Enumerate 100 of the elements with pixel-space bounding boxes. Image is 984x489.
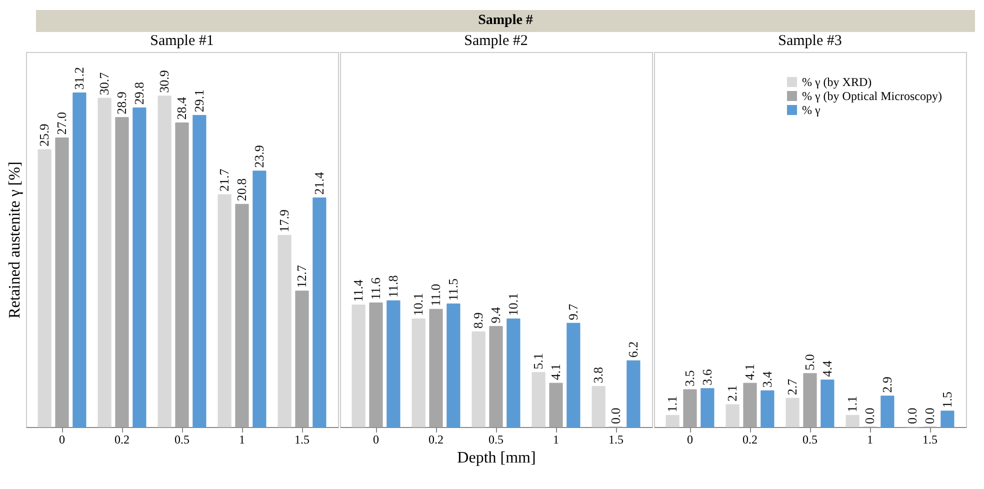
bar (472, 331, 486, 428)
bar (235, 204, 249, 428)
x-tick-label: 0.2 (742, 432, 758, 446)
bar (192, 114, 206, 428)
bar (549, 382, 563, 428)
data-label: 3.5 (682, 370, 697, 386)
bar (158, 96, 172, 428)
data-label: 11.4 (350, 279, 366, 302)
bar (532, 372, 546, 428)
data-label: 2.9 (879, 376, 894, 393)
data-label: 1.5 (939, 392, 954, 408)
data-label: 29.8 (131, 82, 146, 105)
chart-title: Sample #3 (778, 33, 842, 49)
data-label: 20.8 (234, 178, 249, 202)
data-label: 10.1 (410, 293, 426, 316)
data-label: 4.1 (548, 364, 563, 380)
bar (683, 389, 697, 428)
data-label: 2.1 (724, 385, 740, 402)
data-label: 11.8 (385, 275, 400, 298)
x-tick-label: 1 (239, 432, 245, 446)
bar (352, 304, 366, 428)
bar (846, 414, 860, 428)
x-tick-label: 0.2 (428, 432, 444, 446)
data-label: 23.9 (251, 145, 266, 168)
data-label: 27.0 (54, 112, 69, 135)
chart-title: Sample #1 (150, 33, 214, 49)
bar (38, 149, 52, 428)
bar (98, 98, 112, 428)
data-label: 0.0 (922, 408, 937, 424)
bar (760, 390, 774, 428)
chart-title: Sample #2 (464, 33, 528, 49)
data-label: 11.5 (445, 278, 460, 301)
x-tick-label: 0 (59, 432, 65, 446)
data-label: 28.4 (174, 96, 189, 120)
data-label: 11.6 (368, 276, 383, 300)
data-label: 3.8 (590, 367, 606, 384)
data-label: 8.9 (470, 312, 486, 329)
legend-label: % γ (by XRD) (802, 75, 872, 89)
data-label: 10.1 (505, 293, 520, 316)
x-axis-title: Depth [mm] (457, 450, 536, 466)
bar (312, 197, 326, 428)
data-label: 12.7 (294, 264, 309, 288)
y-axis-title: Retained austenite γ [%] (6, 162, 24, 318)
data-label: 31.2 (71, 66, 86, 90)
bar (700, 388, 714, 428)
bar (803, 373, 817, 428)
bar (369, 302, 383, 428)
data-label: 4.4 (819, 360, 834, 377)
bar (786, 398, 800, 428)
bar (726, 404, 740, 428)
x-tick-label: 0 (373, 432, 379, 446)
bar (386, 300, 400, 428)
data-label: 1.1 (844, 396, 860, 412)
bar (429, 308, 443, 428)
data-label: 0.0 (904, 408, 920, 424)
data-label: 21.4 (311, 171, 326, 195)
bar (72, 92, 86, 428)
legend-label: % γ (by Optical Microscopy) (802, 89, 942, 103)
data-label: 28.9 (114, 92, 129, 114)
data-label: 0.0 (862, 408, 877, 424)
bar (412, 318, 426, 428)
data-label: 5.1 (530, 353, 546, 370)
bar (566, 322, 580, 428)
data-label: 21.7 (216, 168, 232, 192)
x-tick-label: 0.5 (488, 432, 504, 446)
bar (218, 194, 232, 428)
x-tick-label: 1 (867, 432, 873, 446)
bar (592, 386, 606, 428)
data-label: 4.1 (742, 364, 757, 380)
data-label: 2.7 (784, 378, 800, 396)
data-label: 6.2 (625, 341, 640, 358)
bar (175, 122, 189, 428)
data-label: 3.6 (699, 368, 714, 386)
x-tick-label: 0.5 (174, 432, 190, 446)
bar (446, 304, 460, 428)
data-label: 9.7 (565, 303, 580, 320)
x-tick-label: 1.5 (608, 432, 624, 446)
data-label: 29.1 (191, 89, 206, 112)
bar (115, 117, 129, 428)
bar (55, 137, 69, 428)
bar (626, 360, 640, 428)
data-label: 30.9 (156, 70, 172, 93)
bar (880, 396, 894, 428)
x-tick-label: 1.5 (922, 432, 938, 446)
bar (295, 290, 309, 428)
bar (940, 410, 954, 428)
data-label: 25.9 (36, 124, 52, 146)
legend-label: % γ (802, 103, 821, 117)
data-label: 5.0 (802, 354, 817, 370)
data-label: 11.0 (428, 284, 443, 306)
x-tick-label: 1.5 (294, 432, 310, 446)
bar (506, 318, 520, 428)
bar (666, 414, 680, 428)
x-tick-label: 1 (553, 432, 559, 446)
bar (252, 170, 266, 428)
data-label: 9.4 (488, 306, 503, 324)
data-label: 17.9 (276, 209, 292, 232)
data-label: 1.1 (664, 396, 680, 412)
x-tick-label: 0.2 (114, 432, 130, 446)
data-label: 0.0 (608, 408, 623, 424)
